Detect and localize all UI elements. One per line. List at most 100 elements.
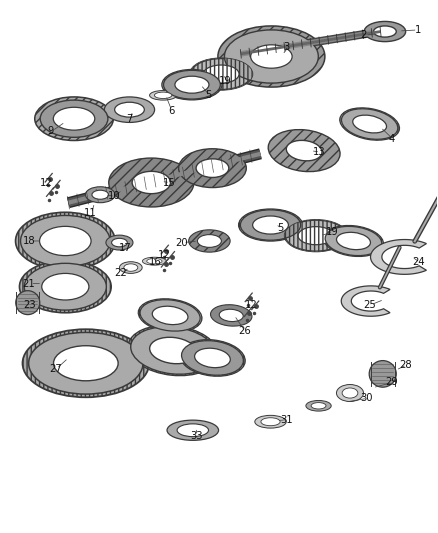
Ellipse shape [142, 257, 166, 265]
Text: 23: 23 [23, 300, 35, 310]
Ellipse shape [311, 402, 326, 409]
Ellipse shape [336, 232, 371, 249]
Ellipse shape [198, 235, 221, 247]
Ellipse shape [92, 190, 109, 199]
Ellipse shape [109, 158, 194, 207]
Ellipse shape [298, 227, 334, 245]
Ellipse shape [340, 108, 399, 140]
Ellipse shape [194, 348, 230, 368]
Ellipse shape [353, 115, 386, 133]
Ellipse shape [286, 220, 346, 251]
Ellipse shape [196, 159, 229, 177]
Ellipse shape [42, 273, 89, 300]
Ellipse shape [24, 263, 106, 310]
Text: 25: 25 [363, 300, 376, 310]
Ellipse shape [218, 26, 325, 87]
Ellipse shape [21, 215, 110, 266]
Text: 19: 19 [326, 227, 339, 237]
Ellipse shape [112, 238, 127, 247]
Ellipse shape [120, 262, 142, 273]
Ellipse shape [211, 305, 252, 326]
Text: 15: 15 [162, 177, 175, 188]
Ellipse shape [132, 171, 170, 193]
Ellipse shape [150, 337, 197, 364]
Text: 5: 5 [205, 90, 211, 100]
Ellipse shape [219, 309, 243, 321]
Text: 18: 18 [23, 236, 35, 246]
Ellipse shape [85, 187, 115, 203]
Ellipse shape [152, 306, 188, 325]
Ellipse shape [16, 290, 40, 314]
Text: 9: 9 [48, 126, 54, 136]
Text: 11: 11 [84, 208, 96, 219]
Text: 24: 24 [413, 257, 425, 267]
Ellipse shape [19, 261, 111, 313]
Ellipse shape [255, 415, 286, 428]
Ellipse shape [154, 92, 172, 99]
Text: 6: 6 [168, 106, 174, 116]
Text: 30: 30 [360, 393, 373, 403]
Polygon shape [371, 239, 427, 274]
Ellipse shape [306, 400, 331, 411]
Text: 10: 10 [108, 191, 120, 201]
Ellipse shape [53, 107, 95, 130]
Text: 28: 28 [399, 360, 412, 370]
Ellipse shape [203, 65, 239, 83]
Ellipse shape [336, 384, 364, 401]
Ellipse shape [140, 300, 200, 331]
Text: 22: 22 [114, 268, 127, 278]
Text: 17: 17 [119, 243, 131, 253]
Text: 4: 4 [389, 134, 395, 144]
Ellipse shape [138, 299, 202, 332]
Ellipse shape [115, 102, 145, 117]
Ellipse shape [239, 209, 303, 241]
Text: 3: 3 [283, 43, 290, 52]
Text: 27: 27 [49, 364, 62, 374]
Text: 1: 1 [414, 25, 421, 35]
Ellipse shape [253, 216, 288, 234]
Ellipse shape [147, 259, 162, 264]
Ellipse shape [104, 97, 155, 123]
Ellipse shape [150, 91, 177, 100]
Ellipse shape [35, 97, 113, 141]
Text: 7: 7 [126, 114, 133, 124]
Ellipse shape [286, 140, 322, 161]
Ellipse shape [369, 361, 396, 387]
Ellipse shape [175, 76, 209, 93]
Ellipse shape [106, 235, 133, 250]
Ellipse shape [179, 149, 246, 188]
Ellipse shape [39, 227, 91, 256]
Ellipse shape [181, 341, 244, 375]
Ellipse shape [364, 21, 406, 42]
Ellipse shape [28, 333, 143, 394]
Ellipse shape [342, 388, 358, 398]
Ellipse shape [128, 325, 218, 376]
Text: 12: 12 [40, 177, 53, 188]
Ellipse shape [53, 346, 118, 381]
Ellipse shape [325, 227, 382, 256]
Text: 26: 26 [238, 326, 251, 336]
Text: 21: 21 [23, 279, 35, 288]
Ellipse shape [374, 26, 396, 37]
Text: 2: 2 [360, 30, 366, 41]
Ellipse shape [251, 45, 292, 68]
Ellipse shape [177, 424, 208, 437]
Ellipse shape [342, 109, 398, 139]
Ellipse shape [131, 327, 215, 374]
Text: 29: 29 [385, 377, 398, 387]
Text: 13: 13 [313, 147, 326, 157]
Ellipse shape [261, 418, 280, 426]
Text: 19: 19 [219, 77, 232, 86]
Ellipse shape [124, 264, 138, 271]
Ellipse shape [224, 30, 318, 83]
Ellipse shape [15, 212, 115, 270]
Ellipse shape [191, 59, 252, 90]
Ellipse shape [22, 329, 149, 397]
Ellipse shape [162, 69, 222, 100]
Ellipse shape [163, 70, 220, 99]
Ellipse shape [189, 230, 230, 252]
Text: 16: 16 [149, 257, 162, 267]
Ellipse shape [180, 340, 245, 376]
Text: 5: 5 [277, 223, 283, 233]
Text: 12: 12 [245, 300, 258, 310]
